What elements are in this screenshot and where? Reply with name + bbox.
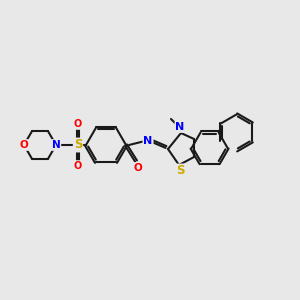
Text: O: O	[20, 140, 28, 150]
Text: N: N	[143, 136, 153, 146]
Text: S: S	[74, 139, 82, 152]
Text: O: O	[74, 119, 82, 129]
Text: S: S	[176, 164, 184, 178]
Text: O: O	[74, 161, 82, 171]
Text: N: N	[176, 122, 184, 132]
Text: O: O	[134, 163, 142, 173]
Text: N: N	[52, 140, 60, 150]
